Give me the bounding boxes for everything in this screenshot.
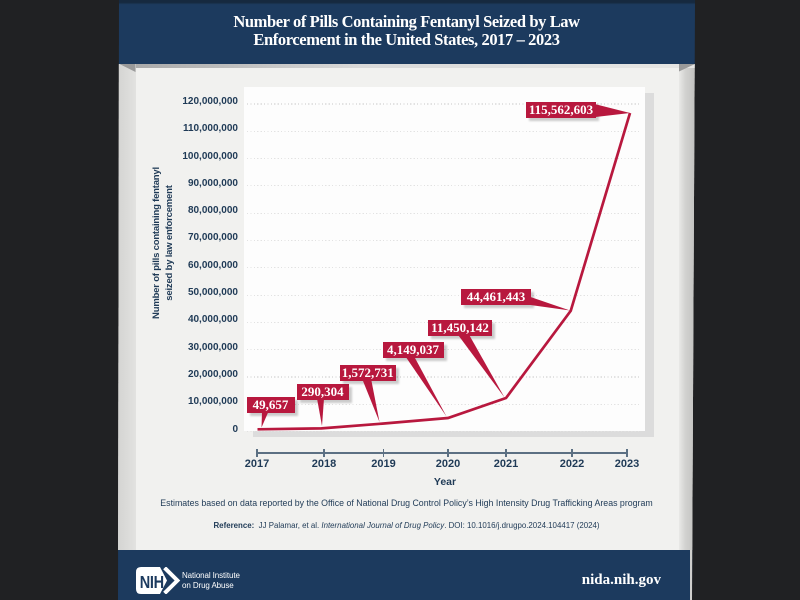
svg-text:NIH: NIH: [140, 574, 164, 592]
